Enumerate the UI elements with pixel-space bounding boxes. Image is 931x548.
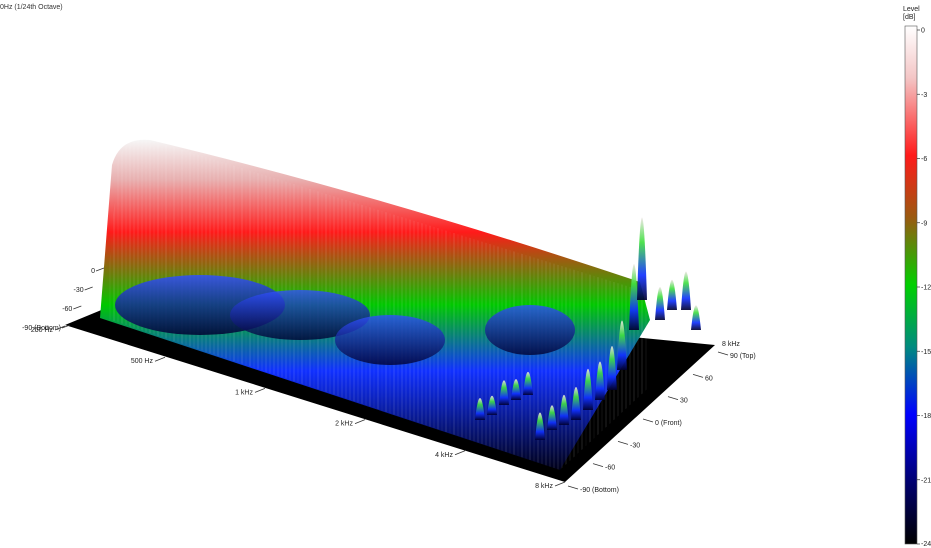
vertical-axis: 0 -30 -60 -90 (Bottom) (22, 267, 105, 332)
frequency-tick-mark (254, 388, 266, 393)
frequency-tick-mark (454, 450, 466, 456)
surface-peak (535, 412, 545, 440)
surface-peak (681, 271, 691, 310)
surface-peak (499, 380, 509, 405)
frequency-tick-label: 8 kHz (535, 483, 553, 490)
surface-peak (583, 368, 593, 410)
colorbar-tick-label: 0 (921, 28, 925, 35)
surface-peak (487, 395, 497, 415)
colorbar-label-line2: [dB] (903, 14, 916, 21)
colorbar-label-line1: Level (903, 6, 920, 13)
angle-tick-mark (617, 440, 629, 445)
angle-tick-label: 90 (Top) (730, 353, 756, 360)
angle-tick-mark (567, 485, 579, 490)
surface-peak (629, 264, 639, 330)
page-title: 0Hz (1/24th Octave) (0, 4, 63, 11)
vertical-tick-mark (95, 267, 105, 272)
surface-peak (667, 279, 677, 310)
frequency-tick-mark (354, 419, 366, 424)
angle-tick-label: 30 (680, 398, 688, 405)
angle-tick-mark (667, 396, 679, 401)
surface-peak (691, 305, 701, 330)
surface-peak (595, 361, 605, 400)
colorbar-gradient (904, 25, 918, 545)
frequency-axis: 250 Hz 500 Hz 1 kHz 2 kHz 4 kHz 8 kHz (31, 325, 566, 490)
colorbar-tick-label: -9 (921, 220, 927, 227)
surface-peak (617, 320, 627, 370)
vertical-tick-mark (73, 305, 82, 310)
angle-tick-label: 60 (705, 375, 713, 382)
vertical-tick-mark (61, 324, 71, 329)
surface-peak (547, 405, 557, 430)
vertical-tick-mark (84, 286, 93, 291)
frequency-tick-label: 1 kHz (235, 389, 253, 396)
angle-tick-label: -90 (Bottom) (580, 487, 619, 494)
surface-peak (523, 371, 533, 395)
frequency-tick-mark (154, 356, 166, 362)
colorbar-tick-label: -15 (921, 349, 931, 356)
frequency-tick-mark (54, 325, 66, 331)
frequency-end-label: 8 kHz (722, 341, 740, 348)
colorbar-tick-label: -12 (921, 285, 931, 292)
vertical-tick-label: -90 (Bottom) (22, 325, 61, 332)
colorbar-tick-label: -21 (921, 477, 931, 484)
frequency-tick-label: 500 Hz (131, 358, 154, 365)
colorbar-tick-label: -3 (921, 92, 927, 99)
surface (100, 139, 701, 470)
colorbar-tick-label: -24 (921, 541, 931, 548)
frequency-tick-mark (554, 481, 566, 487)
vertical-tick-label: -30 (74, 287, 84, 294)
surface-peak (637, 217, 647, 300)
surface-peak (607, 346, 617, 390)
angle-tick-mark (592, 463, 604, 468)
vertical-tick-label: 0 (91, 268, 95, 275)
frequency-tick-label: 250 Hz (31, 327, 54, 334)
angle-tick-label: -60 (605, 465, 615, 472)
surface-peak (475, 398, 485, 420)
angle-tick-label: -30 (630, 442, 640, 449)
frequency-tick-label: 2 kHz (335, 421, 353, 428)
angle-axis: 90 (Top) 60 30 0 (Front) -30 -60 -90 (Bottom) 8… (567, 341, 756, 494)
surface-peak (511, 379, 521, 400)
angle-tick-mark (692, 373, 704, 378)
surface-peak (559, 394, 569, 425)
colorbar-tick-label: -18 (921, 413, 931, 420)
frequency-tick-label: 4 kHz (435, 452, 453, 459)
angle-tick-label: 0 (Front) (655, 420, 682, 427)
angle-tick-mark (717, 351, 729, 356)
surface-peak (571, 387, 581, 420)
colorbar: Level [dB] 0 -3 -6 -9 -12 -15 -18 -21 -24 (903, 6, 931, 548)
vertical-tick-label: -60 (62, 306, 72, 313)
colorbar-tick-label: -6 (921, 156, 927, 163)
angle-tick-mark (642, 418, 654, 423)
surface-peak (655, 287, 665, 320)
